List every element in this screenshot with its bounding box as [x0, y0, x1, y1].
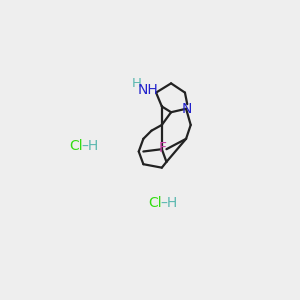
Text: N: N	[182, 102, 192, 116]
Text: Cl: Cl	[70, 139, 83, 153]
Text: F: F	[159, 141, 167, 155]
Text: Cl: Cl	[148, 196, 162, 211]
Text: NH: NH	[138, 83, 158, 97]
Text: –H: –H	[160, 196, 177, 211]
Text: –H: –H	[82, 139, 99, 153]
Text: H: H	[131, 77, 141, 90]
